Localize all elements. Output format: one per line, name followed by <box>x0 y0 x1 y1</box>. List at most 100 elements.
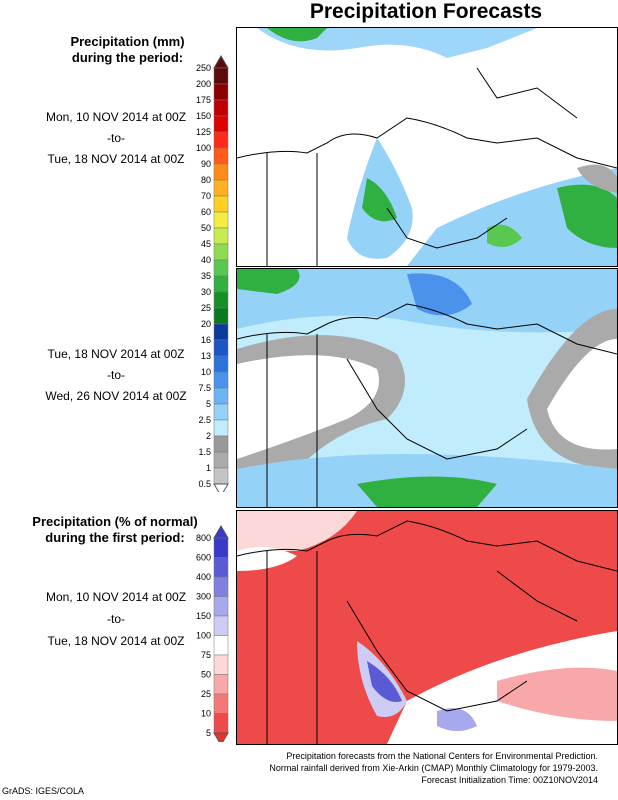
precip-colorbar: 2502001751501251009080706050454035302520… <box>196 55 229 492</box>
period1-sep: -to- <box>107 131 125 145</box>
precip-colorbar-tick-label: 7.5 <box>198 383 211 393</box>
pct-colorbar-swatch <box>213 576 229 597</box>
period3-sep: -to- <box>107 612 125 626</box>
pct-colorbar: 800 600 400 300 150 100 75 50 25 10 5 <box>196 525 229 742</box>
pct-colorbar-tick-label: 50 <box>201 670 211 680</box>
pct-colorbar-swatch <box>213 615 229 636</box>
period1-start: Mon, 10 NOV 2014 at 00Z <box>45 110 187 124</box>
precip-colorbar-swatch <box>213 179 229 197</box>
precip-colorbar-tick-label: 30 <box>201 287 211 297</box>
pct-colorbar-swatch <box>213 713 229 734</box>
heading-line: during the first period: <box>45 530 185 545</box>
precip-colorbar-tick-label: 150 <box>196 111 211 121</box>
precip-colorbar-swatch <box>213 243 229 261</box>
pct-colorbar-swatch <box>213 537 229 558</box>
pct-colorbar-swatch <box>213 674 229 695</box>
precip-colorbar-tick-label: 2 <box>206 431 211 441</box>
precip-colorbar-swatch <box>213 99 229 117</box>
precip-colorbar-swatch <box>213 355 229 373</box>
page-title: Precipitation Forecasts <box>309 0 543 23</box>
precip-map-period1 <box>236 27 618 267</box>
precip-colorbar-tick-label: 5 <box>206 399 211 409</box>
precip-colorbar-swatch <box>213 115 229 133</box>
footer-line: Forecast Initialization Time: 00Z10NOV20… <box>421 775 598 785</box>
precip-colorbar-tick-label: 1 <box>206 463 211 473</box>
precip-colorbar-swatch <box>213 339 229 357</box>
precip-colorbar-tick-label: 16 <box>201 335 211 345</box>
precip-colorbar-swatch <box>213 451 229 469</box>
precip-colorbar-swatch <box>213 467 229 485</box>
footer-line: Normal rainfall derived from Xie-Arkin (… <box>269 763 598 773</box>
precip-colorbar-tick-label: 25 <box>201 303 211 313</box>
precip-colorbar-tick-label: 45 <box>201 239 211 249</box>
precip-colorbar-swatch <box>213 195 229 213</box>
heading-line: Precipitation (mm) <box>70 34 185 49</box>
precip-colorbar-swatch <box>213 323 229 341</box>
pct-colorbar-tick-label: 600 <box>196 553 211 563</box>
precip-colorbar-tick-label: 125 <box>196 127 211 137</box>
precip-colorbar-tick-label: 200 <box>196 79 211 89</box>
footer: Precipitation forecasts from the Nationa… <box>230 750 598 786</box>
precip-colorbar-swatch <box>213 147 229 165</box>
period3-end: Tue, 18 NOV 2014 at 00Z <box>47 634 185 648</box>
period1-end: Tue, 18 NOV 2014 at 00Z <box>47 152 185 166</box>
precip-colorbar-swatch <box>213 387 229 405</box>
precip-colorbar-swatch <box>213 275 229 293</box>
period2-sep: -to- <box>107 368 125 382</box>
pct-colorbar-arrow-bottom <box>213 732 229 742</box>
precip-colorbar-tick-label: 250 <box>196 63 211 73</box>
pct-colorbar-tick-label: 10 <box>201 709 211 719</box>
precip-colorbar-swatch <box>213 371 229 389</box>
period2-start: Tue, 18 NOV 2014 at 00Z <box>47 347 185 361</box>
pct-colorbar-swatch <box>213 654 229 675</box>
precip-colorbar-swatch <box>213 403 229 421</box>
pct-colorbar-tick-label: 5 <box>206 728 211 738</box>
heading-line: Precipitation (% of normal) <box>32 514 198 529</box>
precip-colorbar-swatch <box>213 259 229 277</box>
pct-colorbar-tick-label: 25 <box>201 689 211 699</box>
precip-colorbar-swatch <box>213 227 229 245</box>
precip-colorbar-tick-label: 80 <box>201 175 211 185</box>
pct-colorbar-swatch <box>213 557 229 578</box>
pct-colorbar-tick-label: 75 <box>201 650 211 660</box>
precip-colorbar-swatch <box>213 163 229 181</box>
precip-colorbar-tick-label: 90 <box>201 159 211 169</box>
period2-end: Wed, 26 NOV 2014 at 00Z <box>45 389 187 403</box>
precip-colorbar-arrow-bottom <box>213 483 229 492</box>
precip-colorbar-swatch <box>213 83 229 101</box>
precip-colorbar-tick-label: 100 <box>196 143 211 153</box>
precip-colorbar-swatch <box>213 131 229 149</box>
precip-legend-heading: Precipitation (mm) during the period: <box>40 34 215 66</box>
precip-colorbar-tick-label: 35 <box>201 271 211 281</box>
pct-colorbar-tick-label: 100 <box>196 631 211 641</box>
precip-colorbar-tick-label: 2.5 <box>198 415 211 425</box>
period3-start: Mon, 10 NOV 2014 at 00Z <box>45 590 187 604</box>
footer-line: Precipitation forecasts from the Nationa… <box>286 751 598 761</box>
credit: GrADS: IGES/COLA <box>2 786 85 796</box>
precip-colorbar-tick-label: 10 <box>201 367 211 377</box>
precip-colorbar-swatch <box>213 291 229 309</box>
precip-colorbar-tick-label: 70 <box>201 191 211 201</box>
precip-colorbar-swatch <box>213 419 229 437</box>
precip-colorbar-tick-label: 175 <box>196 95 211 105</box>
precip-colorbar-swatch <box>213 211 229 229</box>
precip-colorbar-tick-label: 50 <box>201 223 211 233</box>
precip-colorbar-swatch <box>213 307 229 325</box>
pct-colorbar-tick-label: 800 <box>196 533 211 543</box>
pct-colorbar-tick-label: 150 <box>196 611 211 621</box>
precip-colorbar-tick-label: 0.5 <box>198 479 211 489</box>
precip-colorbar-tick-label: 13 <box>201 351 211 361</box>
pct-colorbar-swatch <box>213 693 229 714</box>
precip-colorbar-tick-label: 1.5 <box>198 447 211 457</box>
precip-colorbar-tick-label: 20 <box>201 319 211 329</box>
pct-legend-heading: Precipitation (% of normal) during the f… <box>10 514 220 546</box>
precip-map-period2 <box>236 268 618 508</box>
precip-colorbar-tick-label: 60 <box>201 207 211 217</box>
pct-colorbar-swatch <box>213 635 229 656</box>
pct-colorbar-tick-label: 300 <box>196 592 211 602</box>
heading-line: during the period: <box>71 50 184 65</box>
precip-colorbar-swatch <box>213 435 229 453</box>
pct-colorbar-arrow-top <box>213 525 229 539</box>
pct-colorbar-swatch <box>213 596 229 617</box>
pct-normal-map <box>236 510 618 745</box>
